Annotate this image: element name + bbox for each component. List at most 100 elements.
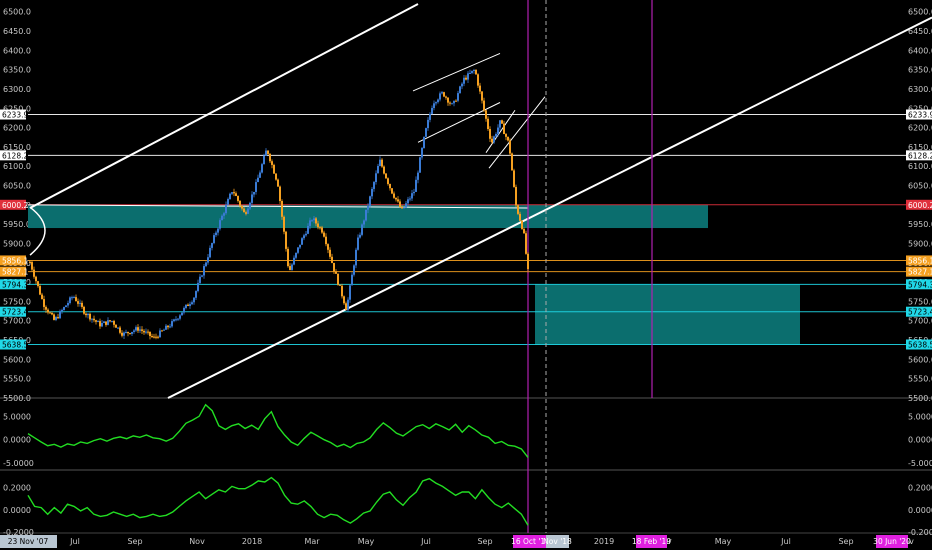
candle-body <box>477 74 479 86</box>
candle-body <box>499 120 501 128</box>
level-badge-right <box>906 150 932 161</box>
level-badge-text: 5827.1 <box>908 268 932 277</box>
candle-body <box>125 331 127 333</box>
candle-body <box>229 193 231 200</box>
candle-body <box>293 257 295 265</box>
candle-body <box>361 224 363 235</box>
candle-body <box>221 215 223 221</box>
candle-body <box>467 73 469 80</box>
candle-body <box>521 220 523 229</box>
candle-body <box>519 213 521 221</box>
lower-trend-line[interactable] <box>167 16 932 399</box>
candle-body <box>35 276 37 282</box>
candle-body <box>373 182 375 189</box>
candle-body <box>45 306 47 310</box>
y-tick-label-right: 6500.0 <box>908 8 932 17</box>
candle-body <box>453 100 455 104</box>
candle-body <box>485 110 487 119</box>
upper-channel-line[interactable] <box>29 3 419 209</box>
candle-body <box>97 321 99 323</box>
candle-body <box>507 136 509 141</box>
candle-body <box>331 256 333 263</box>
y-tick-label-right: 6150.0 <box>908 143 932 152</box>
x-tick-label: Mar <box>304 537 320 546</box>
candle-body <box>405 203 407 208</box>
candle-body <box>317 223 319 228</box>
candle-body <box>197 282 199 292</box>
candle-body <box>349 285 351 300</box>
level-badge-left <box>0 199 26 210</box>
candle-body <box>161 330 163 332</box>
candle-body <box>83 306 85 314</box>
y-tick-label-left: 6450.0 <box>3 27 31 36</box>
candle-body <box>113 320 115 325</box>
candle-body <box>505 134 507 137</box>
candle-body <box>193 297 195 303</box>
candle-body <box>105 321 107 325</box>
x-date-badge-text: 18 Feb '19 <box>632 537 671 546</box>
candle-body <box>41 294 43 300</box>
y-tick-label-right: 6250.0 <box>908 104 932 113</box>
candle-body <box>491 138 493 143</box>
candle-body <box>243 208 245 213</box>
oscillator-1-y-tick-right: -5.0000 <box>908 459 932 468</box>
candle-body <box>435 102 437 104</box>
level-badge-text: 5856.1 <box>908 256 932 265</box>
level-badge-right <box>906 199 932 210</box>
candle-body <box>225 204 227 214</box>
candle-body <box>123 332 125 336</box>
candle-body <box>375 173 377 183</box>
x-tick-label: Jul <box>780 537 791 546</box>
candle-body <box>165 325 167 330</box>
candle-body <box>115 324 117 328</box>
candle-body <box>69 297 71 303</box>
candle-body <box>335 271 337 274</box>
y-tick-label-left: 6150.0 <box>3 143 31 152</box>
candle-body <box>145 331 147 333</box>
candle-body <box>31 262 33 270</box>
candle-body <box>341 285 343 297</box>
level-badge-right <box>906 279 932 290</box>
candle-body <box>471 70 473 73</box>
candle-body <box>233 192 235 194</box>
candle-body <box>437 99 439 103</box>
resistance-zone <box>28 204 708 229</box>
level-badge-text: 5723.4 <box>2 308 28 317</box>
flag-line-lower[interactable] <box>417 102 501 143</box>
candle-body <box>525 233 527 254</box>
candle-body <box>403 207 405 209</box>
candle-body <box>271 161 273 165</box>
pullback-line-1[interactable] <box>485 109 516 153</box>
pullback-line-2[interactable] <box>488 96 546 169</box>
candle-body <box>235 193 237 196</box>
oscillator-2-y-tick-left: -0.2000 <box>3 528 34 537</box>
x-date-badge-text: Nov '18 <box>543 537 572 546</box>
flag-line-upper[interactable] <box>412 52 501 92</box>
candle-body <box>153 336 155 338</box>
target-zone <box>535 284 800 345</box>
candle-body <box>137 327 139 331</box>
candle-body <box>333 262 335 272</box>
candle-body <box>85 313 87 316</box>
candle-body <box>461 83 463 87</box>
y-tick-label-left: 5550.0 <box>3 375 31 384</box>
candle-body <box>189 304 191 306</box>
candle-body <box>227 199 229 205</box>
candle-body <box>247 208 249 214</box>
x-tick-label: Sep <box>127 537 142 546</box>
y-tick-label-right: 5950.0 <box>908 220 932 229</box>
y-tick-label-right: 6100.0 <box>908 162 932 171</box>
y-tick-label-left: 6250.0 <box>3 104 31 113</box>
candle-body <box>311 220 313 222</box>
y-tick-label-left: 6350.0 <box>3 66 31 75</box>
candle-body <box>121 332 123 336</box>
candle-body <box>199 276 201 283</box>
descending-line[interactable] <box>27 204 529 209</box>
x-tick-label: Nov <box>189 537 205 546</box>
candle-body <box>313 218 315 221</box>
candle-body <box>323 232 325 237</box>
candle-body <box>167 325 169 328</box>
candle-body <box>383 166 385 174</box>
